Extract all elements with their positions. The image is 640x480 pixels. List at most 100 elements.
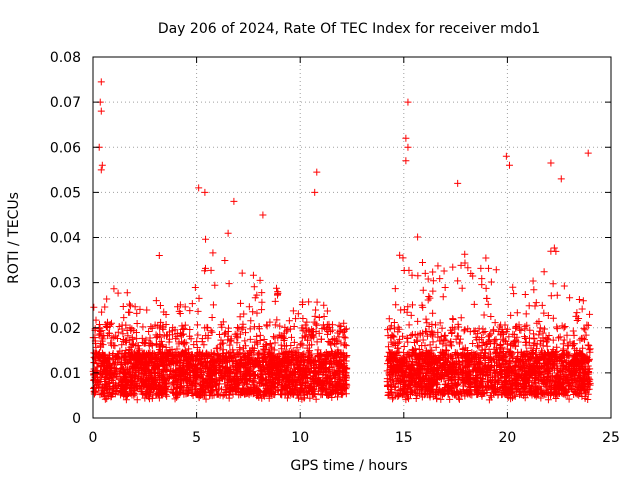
data-point [320, 312, 328, 320]
data-point [162, 380, 170, 388]
data-point [131, 390, 139, 398]
data-point [328, 389, 336, 397]
data-point [186, 326, 194, 334]
data-point [341, 341, 349, 349]
data-point [148, 324, 156, 332]
data-point [175, 340, 183, 348]
data-point [188, 353, 196, 361]
data-point [253, 309, 261, 317]
data-point [274, 289, 282, 297]
data-point [245, 377, 253, 385]
data-point [166, 373, 174, 381]
data-point [103, 295, 111, 303]
data-point [246, 325, 254, 333]
data-point [202, 395, 210, 403]
data-point [114, 289, 122, 297]
data-point [163, 353, 171, 361]
data-point [239, 320, 247, 328]
data-point [305, 298, 313, 306]
data-point [245, 303, 253, 311]
data-point [250, 372, 258, 380]
data-point [133, 396, 141, 404]
data-point [276, 322, 284, 330]
data-point [123, 326, 131, 334]
data-point [224, 336, 232, 344]
data-point [240, 354, 248, 362]
data-point [261, 346, 269, 354]
data-point [94, 363, 102, 371]
data-point [128, 381, 136, 389]
data-point [212, 364, 220, 372]
data-point [249, 308, 257, 316]
data-point [195, 294, 203, 302]
data-point [157, 318, 165, 326]
data-point [242, 380, 250, 388]
data-point [303, 344, 311, 352]
data-point [181, 321, 189, 329]
data-point [136, 305, 144, 313]
data-point [103, 383, 111, 391]
data-point [236, 313, 244, 321]
data-point [192, 356, 200, 364]
data-point [337, 339, 345, 347]
data-point [258, 306, 266, 314]
data-point [182, 339, 190, 347]
data-point [194, 307, 202, 315]
data-point [114, 328, 122, 336]
data-point [126, 302, 134, 310]
data-point [313, 298, 321, 306]
data-point [181, 303, 189, 311]
data-point [112, 366, 120, 374]
data-point [332, 336, 340, 344]
data-point [183, 389, 191, 397]
data-point [101, 375, 109, 383]
data-point [118, 341, 126, 349]
data-point [207, 327, 215, 335]
data-point [320, 301, 328, 309]
data-point [308, 341, 316, 349]
data-point [235, 325, 243, 333]
data-point [328, 336, 336, 344]
data-point [90, 303, 98, 311]
data-point [157, 337, 165, 345]
data-point [123, 289, 131, 297]
data-point [192, 382, 200, 390]
data-point [191, 284, 199, 292]
data-point [160, 308, 168, 316]
data-point [186, 307, 194, 315]
data-point [305, 348, 313, 356]
data-point [131, 303, 139, 311]
data-points-layer [89, 78, 594, 404]
data-point [221, 257, 229, 265]
data-point [325, 323, 333, 331]
data-point [294, 310, 302, 318]
data-point [233, 339, 241, 347]
data-point [209, 249, 217, 257]
data-point [289, 307, 297, 315]
data-point [143, 371, 151, 379]
data-point [219, 318, 227, 326]
data-point [224, 229, 232, 237]
data-point [193, 321, 201, 329]
data-point [266, 340, 274, 348]
data-point [172, 367, 180, 375]
data-point [209, 301, 217, 309]
data-point [114, 334, 122, 342]
data-point [277, 333, 285, 341]
data-point [109, 359, 117, 367]
data-point [339, 329, 347, 337]
data-point [188, 300, 196, 308]
data-point [119, 330, 127, 338]
data-point [128, 325, 136, 333]
data-point [208, 313, 216, 321]
data-point [263, 321, 271, 329]
data-point [194, 331, 202, 339]
data-point [283, 394, 291, 402]
data-point [190, 341, 198, 349]
data-point [242, 342, 250, 350]
data-point [226, 341, 234, 349]
data-point [241, 329, 249, 337]
data-point [315, 313, 323, 321]
